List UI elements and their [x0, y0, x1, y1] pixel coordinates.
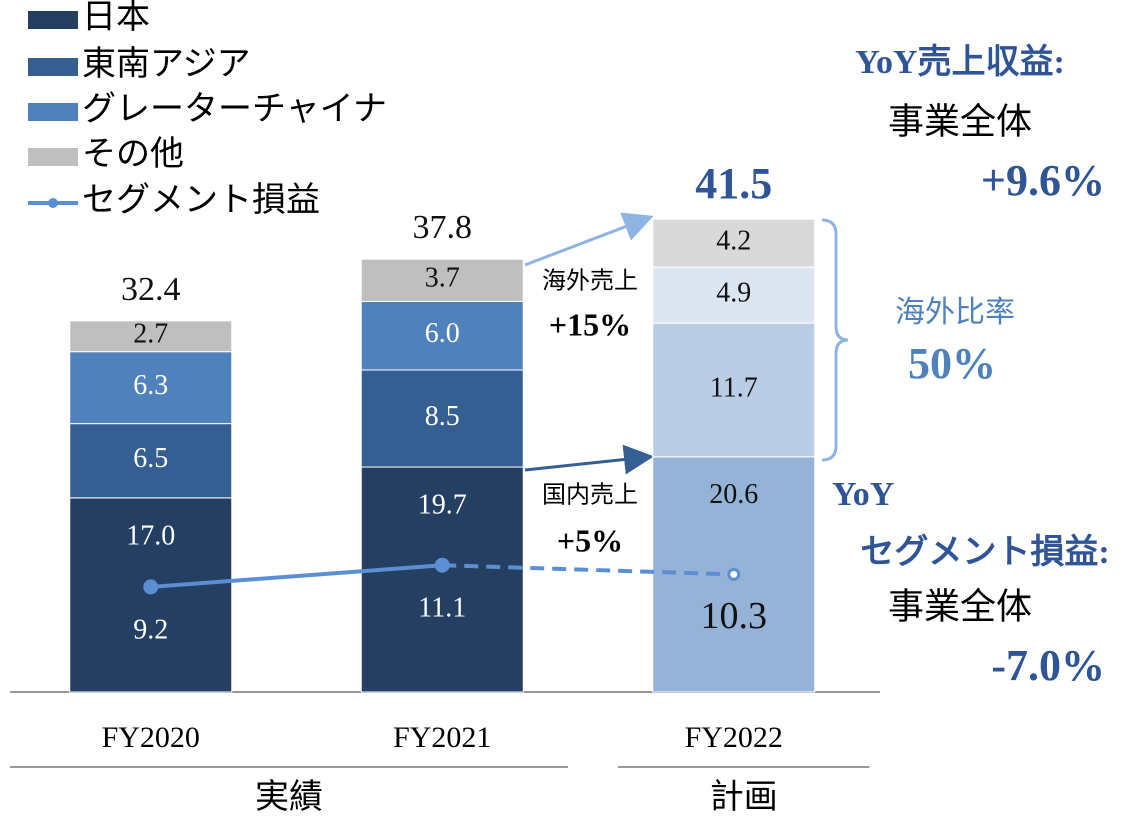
- annotation: -7.0%: [991, 641, 1105, 690]
- bar-segment: [69, 423, 233, 499]
- x-tick-label: FY2020: [102, 721, 200, 754]
- annotation: 国内売上: [542, 482, 638, 509]
- value-label: 3.7: [425, 263, 460, 294]
- total-label: 32.4: [121, 271, 181, 308]
- line-point: [143, 579, 159, 595]
- value-label: 20.6: [709, 479, 758, 510]
- value-label: 4.9: [716, 278, 751, 309]
- value-label: 6.3: [133, 370, 168, 401]
- legend-marker: [48, 198, 58, 208]
- value-label: 11.7: [710, 372, 758, 403]
- line-point: [434, 557, 450, 573]
- annotation: YoY: [832, 476, 894, 513]
- line-segment: [442, 563, 734, 577]
- legend-swatch: [28, 11, 78, 29]
- line-point: [727, 567, 741, 581]
- legend-label: 日本: [82, 0, 150, 36]
- annotation: YoY売上収益:: [855, 43, 1065, 81]
- value-label: 4.2: [716, 226, 751, 257]
- line-value-label: 11.1: [418, 593, 466, 624]
- brace: [821, 218, 849, 462]
- line-value-label: 10.3: [701, 595, 768, 637]
- legend-label: セグメント損益: [82, 181, 320, 219]
- legend-swatch: [28, 148, 78, 166]
- value-label: 6.5: [133, 443, 168, 474]
- value-label: 17.0: [126, 520, 175, 551]
- bar-segment: [652, 266, 816, 324]
- legend-swatch: [28, 58, 78, 76]
- arrow: [524, 212, 654, 267]
- group-label: 実績: [255, 778, 323, 816]
- line-value-label: 9.2: [133, 614, 168, 645]
- legend-label: グレーターチャイナ: [82, 90, 387, 128]
- bar-segment: [360, 466, 524, 693]
- bar-segment: [360, 300, 524, 371]
- bar-segment: [360, 369, 524, 468]
- value-label: 6.0: [425, 318, 460, 349]
- legend-swatch: [28, 103, 78, 121]
- x-tick-label: FY2022: [685, 721, 783, 754]
- annotation: 事業全体: [888, 101, 1032, 141]
- legend-label: その他: [82, 136, 184, 173]
- annotation: 海外比率: [895, 296, 1015, 329]
- annotation: +15%: [549, 306, 631, 342]
- annotation: +5%: [557, 522, 623, 558]
- bar-segment: [652, 322, 816, 458]
- line-segment: [150, 563, 443, 589]
- value-label: 19.7: [418, 489, 467, 520]
- total-label: 41.5: [695, 159, 772, 208]
- annotation: セグメント損益:: [860, 533, 1109, 571]
- annotation: 事業全体: [888, 586, 1032, 626]
- total-label: 37.8: [413, 209, 473, 246]
- x-tick-label: FY2021: [393, 721, 491, 754]
- annotation: 海外売上: [542, 268, 638, 295]
- annotation: +9.6%: [981, 156, 1105, 205]
- bar-segment: [69, 497, 233, 693]
- legend-label: 東南アジア: [82, 45, 251, 83]
- arrow: [524, 444, 654, 475]
- value-label: 2.7: [133, 319, 168, 350]
- bar-segment: [360, 258, 524, 302]
- value-label: 8.5: [425, 401, 460, 432]
- bar-segment: [652, 218, 816, 268]
- bar-segment: [69, 320, 233, 353]
- group-label: 計画: [710, 778, 778, 816]
- annotation: 50%: [908, 339, 996, 388]
